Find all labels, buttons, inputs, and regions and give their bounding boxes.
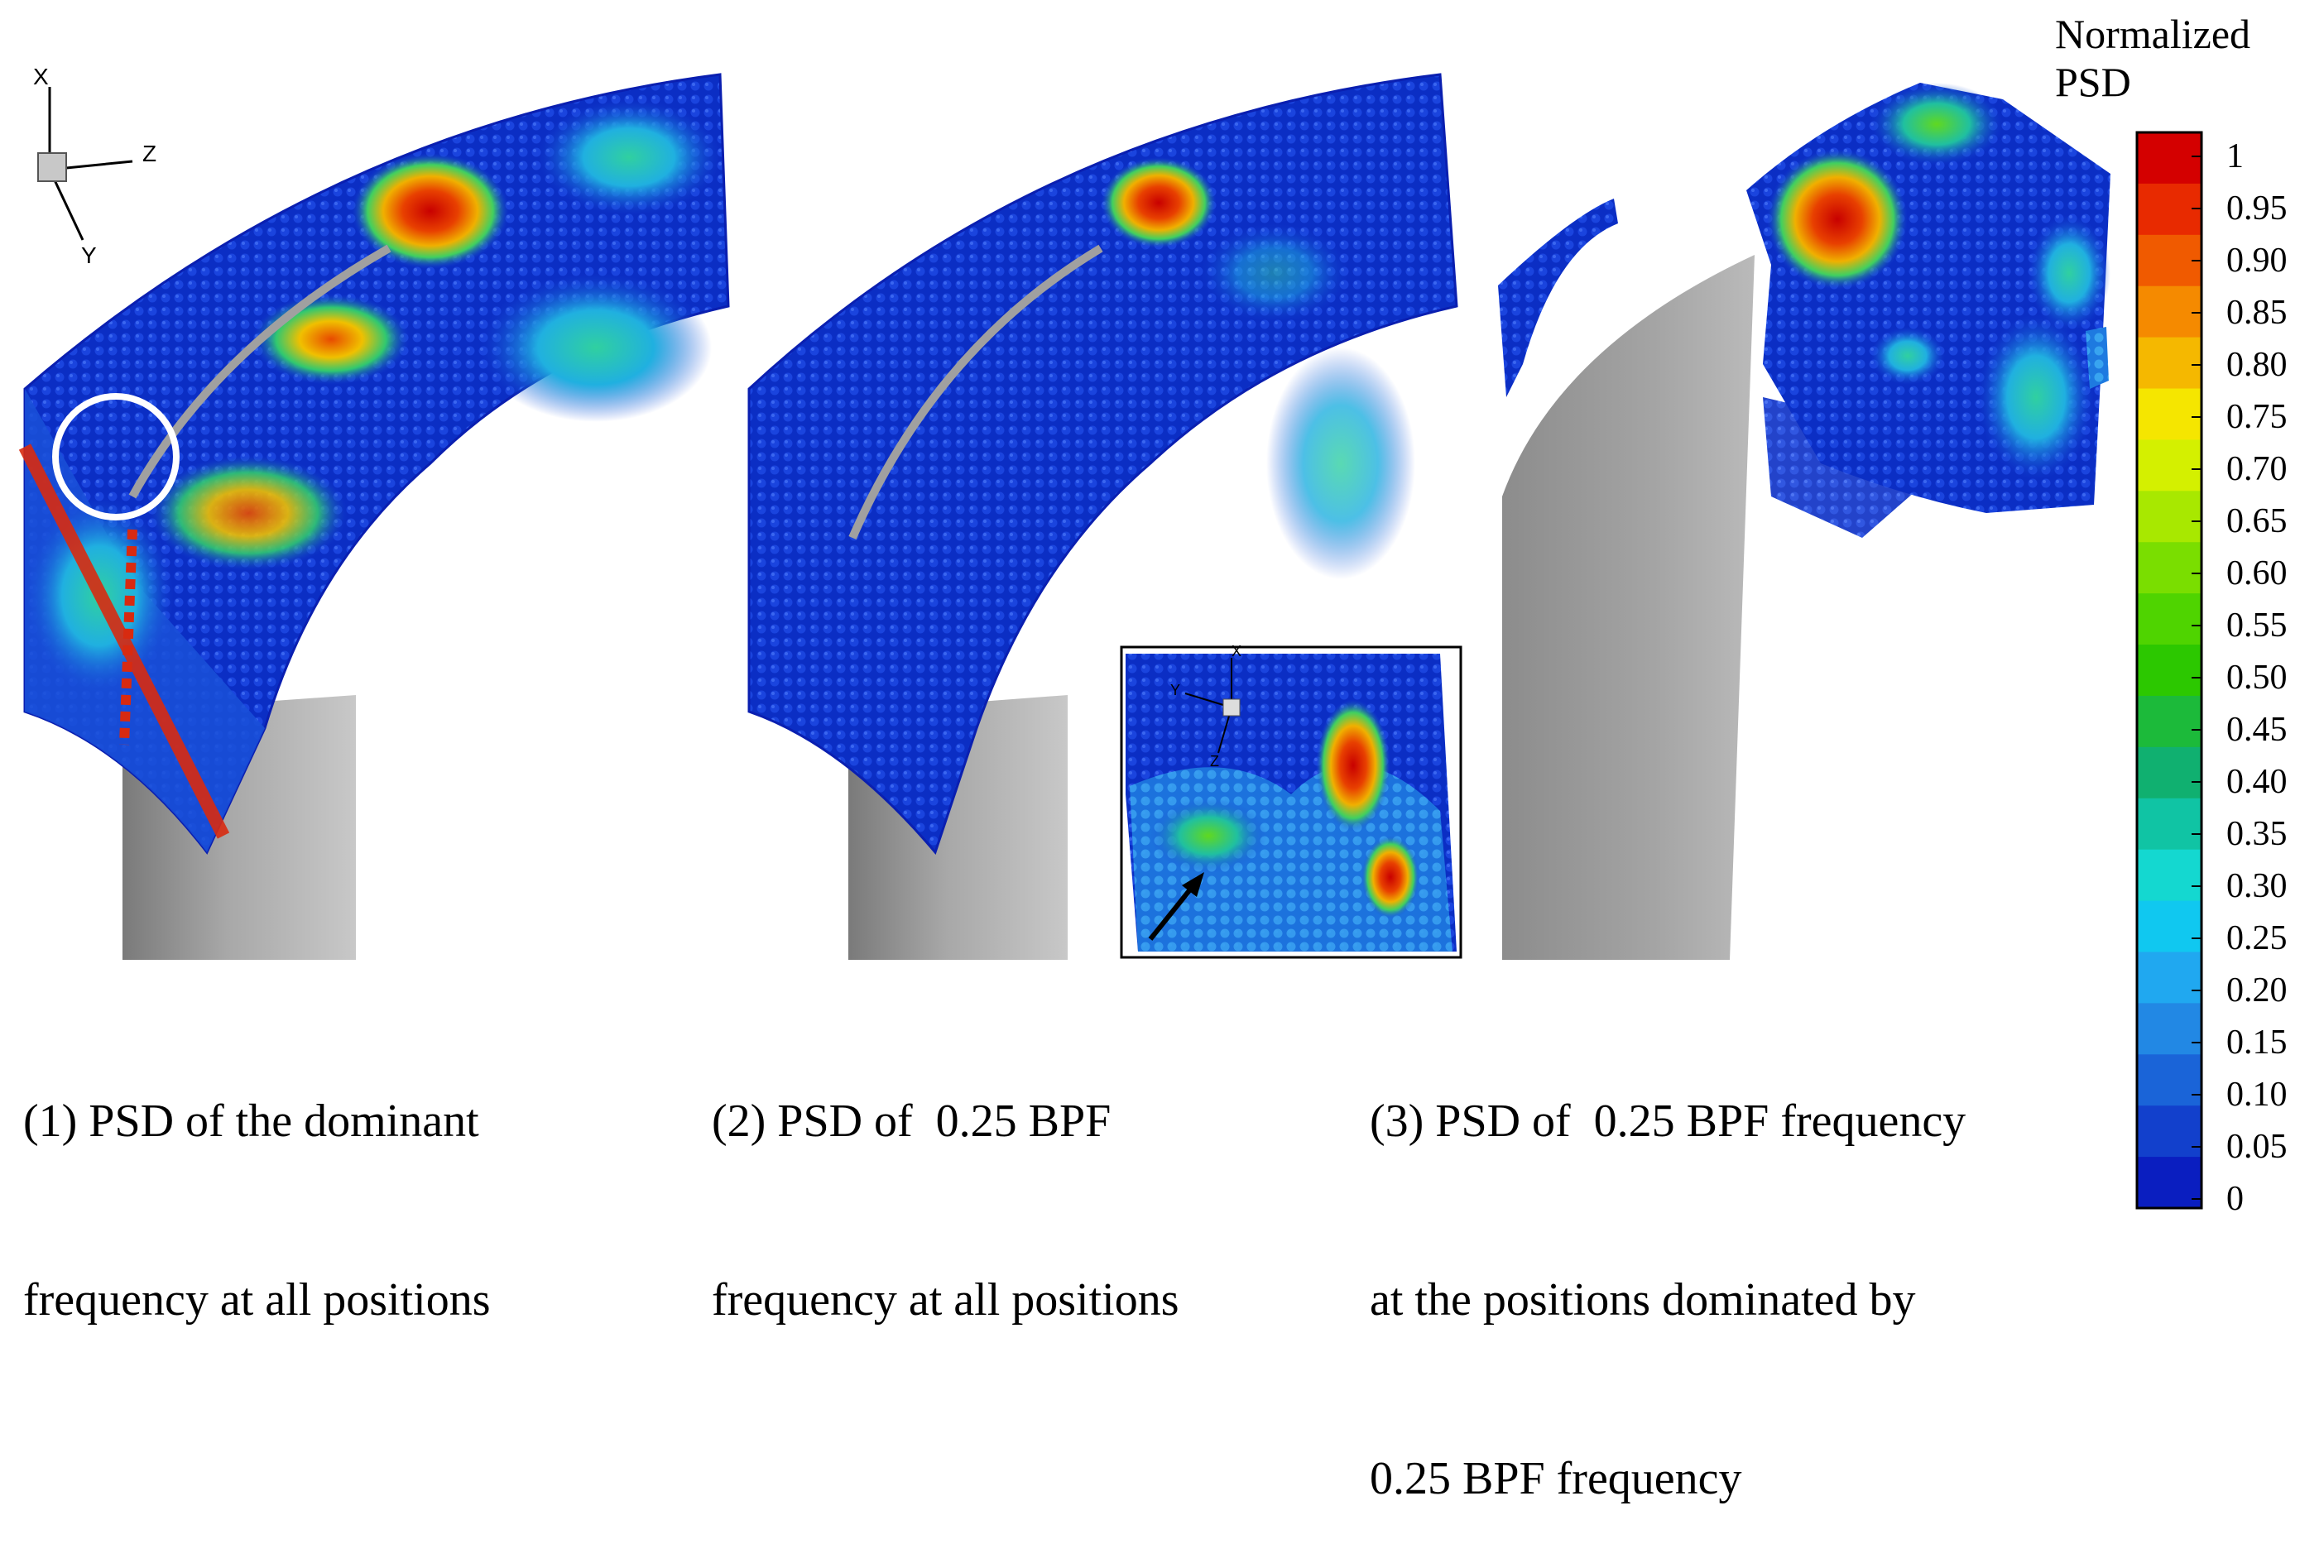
- inset-axis-cube-icon: [1222, 698, 1241, 717]
- colorbar-tick-label: 0.45: [2226, 711, 2288, 749]
- inset-axis-y-label: Y: [1170, 682, 1180, 698]
- colorbar-tick-label: 0.65: [2226, 502, 2288, 540]
- green-region-3a: [1870, 83, 2003, 165]
- caption-3-line2: at the positions dominated by: [1370, 1274, 1916, 1326]
- colorbar-band: [2137, 1003, 2202, 1055]
- scatter-left-3: [1498, 199, 1618, 397]
- colorbar-tick-label: 0.80: [2226, 346, 2288, 384]
- colorbar-band: [2137, 1054, 2202, 1106]
- caption-1-line1: (1) PSD of the dominant: [23, 1096, 479, 1147]
- colorbar-band: [2137, 132, 2202, 185]
- panel-2-all-positions: X Y Z: [747, 73, 1462, 960]
- colorbar-tick-label: 0.85: [2226, 294, 2288, 332]
- caption-2-line1: (2) PSD of 0.25 BPF: [712, 1096, 1112, 1147]
- colorbar-tick-label: 0.10: [2226, 1076, 2288, 1114]
- hotspot-1c: [149, 455, 348, 571]
- domain-3-lower-scatter: [1763, 397, 1928, 538]
- colorbar-band: [2137, 1157, 2202, 1209]
- colorbar-tick-label: 0.40: [2226, 763, 2288, 801]
- caption-2-line2: frequency at all positions: [712, 1274, 1179, 1326]
- axis-y-label: Y: [81, 242, 97, 268]
- colorbar-title-line2: PSD: [2055, 59, 2131, 105]
- colorbar-band: [2137, 234, 2202, 287]
- colorbar-title-line1: Normalized: [2055, 11, 2251, 57]
- colorbar-tick-label: 0.60: [2226, 554, 2288, 592]
- inset-hot-b: [1361, 836, 1419, 918]
- colorbar-tick-label: 0.70: [2226, 450, 2288, 488]
- colorbar-tick-label: 0.05: [2226, 1128, 2288, 1166]
- cyan-region-3b: [2028, 215, 2110, 331]
- colorbar-tick-label: 0: [2226, 1180, 2244, 1218]
- caption-panel-2: (2) PSD of 0.25 BPF frequency at all pos…: [712, 972, 1179, 1389]
- cyan-region-2a: [1266, 348, 1415, 579]
- colorbar-tick-label: 0.20: [2226, 971, 2288, 1009]
- scatter-right-3: [2086, 327, 2109, 389]
- axis-triad: X Z Y: [33, 64, 156, 268]
- axis-z-label: Z: [142, 141, 156, 166]
- inset-view: X Y Z: [1120, 643, 1462, 959]
- cyan-region-3c: [1870, 327, 1945, 385]
- caption-3-line3: 0.25 BPF frequency: [1370, 1453, 1742, 1504]
- inset-axis-z-label: Z: [1210, 753, 1219, 770]
- colorbar-band: [2137, 388, 2202, 440]
- axis-cube-icon: [37, 152, 67, 182]
- colorbar-tick-label: 0.35: [2226, 815, 2288, 853]
- colorbar-tick-label: 0.25: [2226, 919, 2288, 957]
- colorbar-band: [2137, 337, 2202, 390]
- colorbar-tick-label: 0.15: [2226, 1024, 2288, 1062]
- caption-1-line2: frequency at all positions: [23, 1274, 491, 1326]
- colorbar-band: [2137, 183, 2202, 236]
- panel-1-dominant-frequency: [18, 73, 730, 960]
- hotspot-1a: [352, 153, 509, 269]
- leading-edge-band-1b: [119, 529, 137, 746]
- colorbar-band: [2137, 952, 2202, 1004]
- caption-3-line1: (3) PSD of 0.25 BPF frequency: [1370, 1096, 1966, 1147]
- cyan-region-3a: [1978, 314, 2094, 480]
- colorbar-band: [2137, 695, 2202, 748]
- inset-hot-a: [1316, 699, 1390, 832]
- colorbar-tick-label: 0.55: [2226, 607, 2288, 645]
- colorbar-band: [2137, 645, 2202, 697]
- leading-edge-band-1: [18, 444, 230, 839]
- colorbar-band: [2137, 491, 2202, 543]
- axis-x-label: X: [33, 64, 49, 89]
- colorbar-tick-label: 0.90: [2226, 242, 2288, 280]
- colorbar-band: [2137, 900, 2202, 952]
- colorbar-band: [2137, 439, 2202, 491]
- colorbar-band: [2137, 746, 2202, 799]
- colorbar-tick-label: 1: [2226, 137, 2244, 175]
- inset-arrow-icon: [1182, 872, 1204, 897]
- caption-panel-1: (1) PSD of the dominant frequency at all…: [23, 972, 491, 1389]
- blade-tip-curve-1: [128, 244, 391, 499]
- figure-canvas: X Z Y X Y Z: [18, 64, 2203, 1210]
- cyan-region-2b: [1200, 223, 1349, 323]
- hotspot-1b: [252, 294, 410, 385]
- colorbar-tick-label: 0.95: [2226, 189, 2288, 228]
- inset-green: [1150, 798, 1266, 873]
- colorbar-band: [2137, 593, 2202, 645]
- blade-3: [1502, 255, 1755, 960]
- colorbar-tick-label: 0.30: [2226, 867, 2288, 905]
- colorbar-tick-label: 0.75: [2226, 398, 2288, 436]
- panel-3-dominated-positions: [1498, 83, 2110, 960]
- blade-tip-curve-2: [848, 244, 1103, 539]
- hotspot-3a: [1767, 149, 1908, 290]
- cyan-region-1a: [480, 273, 712, 422]
- inset-arrow-shaft: [1148, 884, 1196, 941]
- caption-panel-3: (3) PSD of 0.25 BPF frequency at the pos…: [1370, 972, 1966, 1568]
- inset-axis-x-label: X: [1232, 643, 1241, 659]
- colorbar-title: Normalized PSD: [2055, 10, 2250, 106]
- hotspot-2a: [1101, 157, 1217, 248]
- colorbar-band: [2137, 285, 2202, 338]
- colorbar: [2135, 131, 2203, 1210]
- colorbar-band: [2137, 849, 2202, 902]
- inset-axis-triad: X Y Z: [1170, 643, 1241, 770]
- colorbar-frame: [2135, 131, 2203, 1210]
- colorbar-band: [2137, 542, 2202, 594]
- colorbar-band: [2137, 798, 2202, 851]
- highlight-circle: [52, 393, 180, 520]
- colorbar-band: [2137, 1105, 2202, 1158]
- colorbar-tick-label: 0.50: [2226, 659, 2288, 697]
- cyan-region-1b: [538, 99, 720, 215]
